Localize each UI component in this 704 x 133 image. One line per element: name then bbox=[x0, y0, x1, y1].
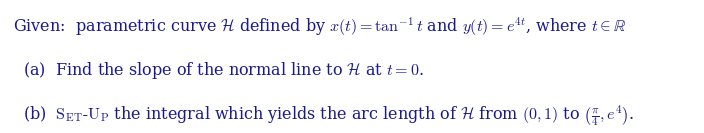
Text: (b)  $\mathrm{S_{ET}\text{-}U_P}$ the integral which yields the arc length of $\: (b) $\mathrm{S_{ET}\text{-}U_P}$ the int… bbox=[23, 104, 635, 129]
Text: Given:  parametric curve $\mathcal{H}$ defined by $x(t) = \tan^{-1} t$ and $y(t): Given: parametric curve $\mathcal{H}$ de… bbox=[13, 16, 626, 38]
Text: (a)  Find the slope of the normal line to $\mathcal{H}$ at $t = 0$.: (a) Find the slope of the normal line to… bbox=[23, 60, 424, 81]
